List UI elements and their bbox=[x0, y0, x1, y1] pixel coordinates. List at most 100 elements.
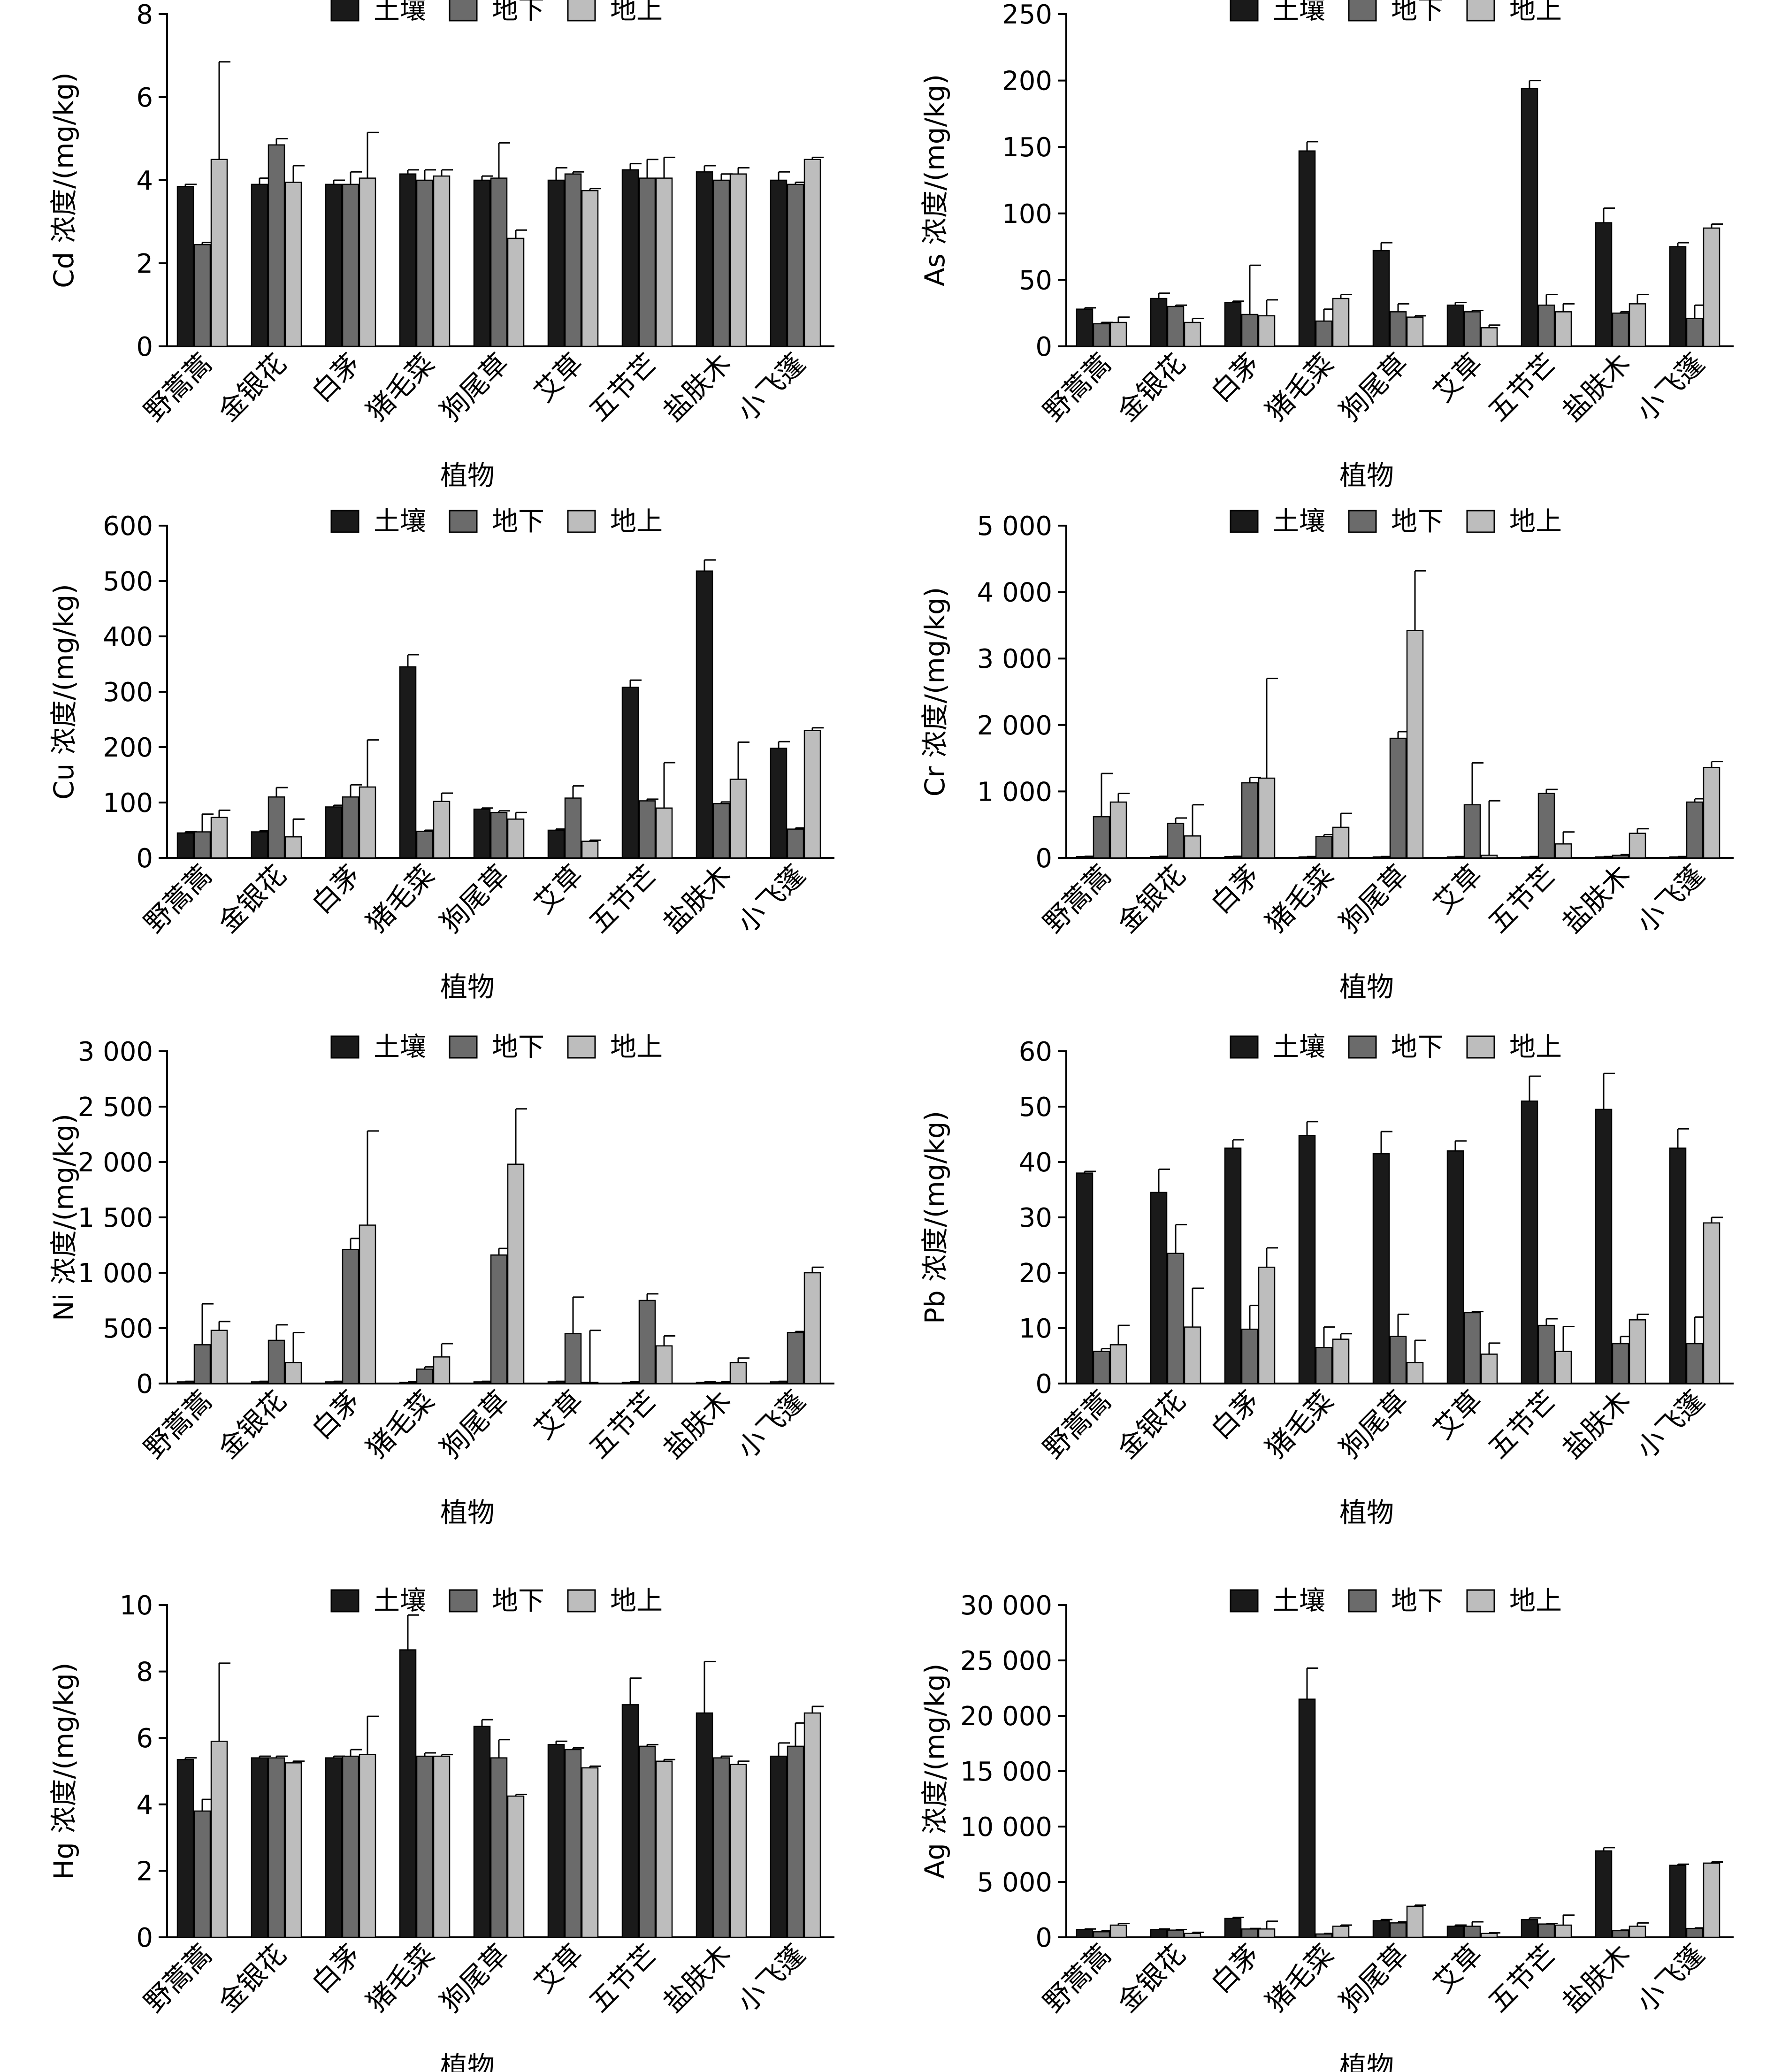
bar-地下 bbox=[268, 1339, 285, 1384]
legend-swatch bbox=[567, 1035, 596, 1059]
x-tick-label: 小飞蓬 bbox=[731, 1384, 811, 1465]
legend-swatch bbox=[1348, 510, 1377, 533]
bar-地上 bbox=[581, 1382, 599, 1384]
legend-label: 地上 bbox=[610, 506, 663, 537]
bar-地下 bbox=[1315, 836, 1333, 859]
bar-地上 bbox=[1629, 1926, 1646, 1938]
legend-swatch bbox=[449, 0, 478, 22]
bar-土壤 bbox=[1595, 1850, 1613, 1938]
y-tick-label: 1 000 bbox=[977, 777, 1052, 807]
bar-土壤 bbox=[473, 1381, 491, 1384]
x-tick-label: 艾草 bbox=[528, 1938, 589, 1999]
legend-label: 土壤 bbox=[1273, 1586, 1325, 1616]
y-tick-label: 400 bbox=[103, 622, 153, 652]
legend-swatch bbox=[449, 510, 478, 533]
legend-label: 地下 bbox=[492, 506, 544, 537]
bar-土壤 bbox=[1298, 1135, 1316, 1384]
y-tick-label: 8 bbox=[136, 1657, 153, 1688]
bar-地上 bbox=[655, 1345, 673, 1384]
legend-swatch bbox=[1466, 510, 1495, 533]
bar-地下 bbox=[1686, 1343, 1704, 1384]
y-tick-label: 3 000 bbox=[78, 1037, 153, 1067]
legend-swatch bbox=[1466, 1589, 1495, 1613]
y-tick-label: 0 bbox=[136, 1369, 153, 1399]
x-tick-label: 狗尾草 bbox=[435, 859, 515, 939]
x-tick-label: 猪毛菜 bbox=[1260, 859, 1340, 939]
bar-土壤 bbox=[1446, 1150, 1464, 1384]
bar-地上 bbox=[1109, 1924, 1127, 1938]
bar-土壤 bbox=[1595, 222, 1613, 347]
bar-地下 bbox=[490, 1757, 508, 1938]
bar-地下 bbox=[1463, 1312, 1481, 1384]
y-tick-label: 2 bbox=[136, 249, 153, 279]
bar-土壤 bbox=[176, 1381, 194, 1384]
bar-地上 bbox=[1554, 843, 1572, 859]
bar-地上 bbox=[1480, 1353, 1498, 1384]
legend-swatch bbox=[449, 1035, 478, 1059]
bar-土壤 bbox=[176, 1759, 194, 1938]
bar-地上 bbox=[507, 1795, 525, 1938]
bar-地下 bbox=[1612, 1930, 1629, 1938]
y-axis-label: Cu 浓度/(mg/kg) bbox=[48, 584, 80, 800]
y-tick-label: 0 bbox=[1035, 1923, 1052, 1953]
bar-地下 bbox=[1167, 823, 1185, 859]
bar-土壤 bbox=[770, 179, 788, 347]
x-tick-label: 白茅 bbox=[306, 859, 367, 920]
bar-地下 bbox=[342, 1249, 359, 1384]
x-tick-label: 艾草 bbox=[528, 859, 589, 920]
bar-地上 bbox=[433, 1755, 451, 1938]
bar-地上 bbox=[1109, 321, 1127, 347]
bar-地上 bbox=[803, 159, 821, 347]
x-tick-label: 小飞蓬 bbox=[1630, 1384, 1711, 1465]
bar-土壤 bbox=[547, 1381, 565, 1384]
bar-土壤 bbox=[621, 687, 639, 859]
x-tick-label: 狗尾草 bbox=[1334, 859, 1414, 939]
bar-地下 bbox=[1463, 804, 1481, 859]
y-tick-label: 6 bbox=[136, 83, 153, 113]
bar-土壤 bbox=[251, 1757, 268, 1938]
bar-地下 bbox=[564, 1749, 582, 1938]
bar-土壤 bbox=[696, 1382, 713, 1384]
y-tick-label: 0 bbox=[1035, 332, 1052, 362]
bar-地上 bbox=[1332, 1926, 1350, 1938]
bar-地下 bbox=[1686, 1927, 1704, 1938]
bar-地下 bbox=[193, 1344, 211, 1384]
x-tick-label: 狗尾草 bbox=[1334, 347, 1414, 428]
bar-地上 bbox=[1332, 1338, 1350, 1384]
legend-label: 地下 bbox=[492, 1032, 544, 1063]
bar-地下 bbox=[1686, 318, 1704, 347]
bar-土壤 bbox=[473, 808, 491, 859]
legend-label: 地下 bbox=[492, 1586, 544, 1616]
x-axis-label: 植物 bbox=[1339, 459, 1394, 491]
x-tick-label: 金银花 bbox=[212, 1384, 292, 1465]
x-axis-label: 植物 bbox=[1339, 2050, 1394, 2072]
legend-label: 地下 bbox=[1391, 1586, 1444, 1616]
y-tick-label: 1 000 bbox=[78, 1258, 153, 1289]
bar-地上 bbox=[1554, 1924, 1572, 1938]
bar-地下 bbox=[1537, 1324, 1555, 1384]
y-tick-label: 300 bbox=[103, 677, 153, 708]
bar-地上 bbox=[359, 786, 376, 859]
bar-地下 bbox=[1612, 312, 1629, 347]
bar-地下 bbox=[1093, 816, 1110, 859]
x-tick-label: 白茅 bbox=[1205, 347, 1266, 408]
bar-地下 bbox=[193, 831, 211, 859]
bar-地上 bbox=[359, 177, 376, 347]
x-tick-label: 狗尾草 bbox=[435, 1938, 515, 2018]
legend-swatch bbox=[1348, 1589, 1377, 1613]
legend-label: 土壤 bbox=[1273, 1032, 1325, 1063]
x-tick-label: 小飞蓬 bbox=[731, 1938, 811, 2018]
bar-土壤 bbox=[251, 183, 268, 347]
bar-土壤 bbox=[696, 1712, 713, 1938]
x-tick-label: 金银花 bbox=[212, 347, 292, 428]
y-tick-label: 30 bbox=[1019, 1203, 1052, 1233]
x-tick-label: 金银花 bbox=[1111, 1384, 1192, 1465]
bar-地上 bbox=[729, 1361, 747, 1384]
x-tick-label: 白茅 bbox=[306, 1384, 367, 1445]
x-tick-label: 盐肤木 bbox=[1556, 1938, 1636, 2018]
x-tick-label: 猪毛菜 bbox=[360, 1384, 441, 1465]
y-tick-label: 60 bbox=[1019, 1037, 1052, 1067]
